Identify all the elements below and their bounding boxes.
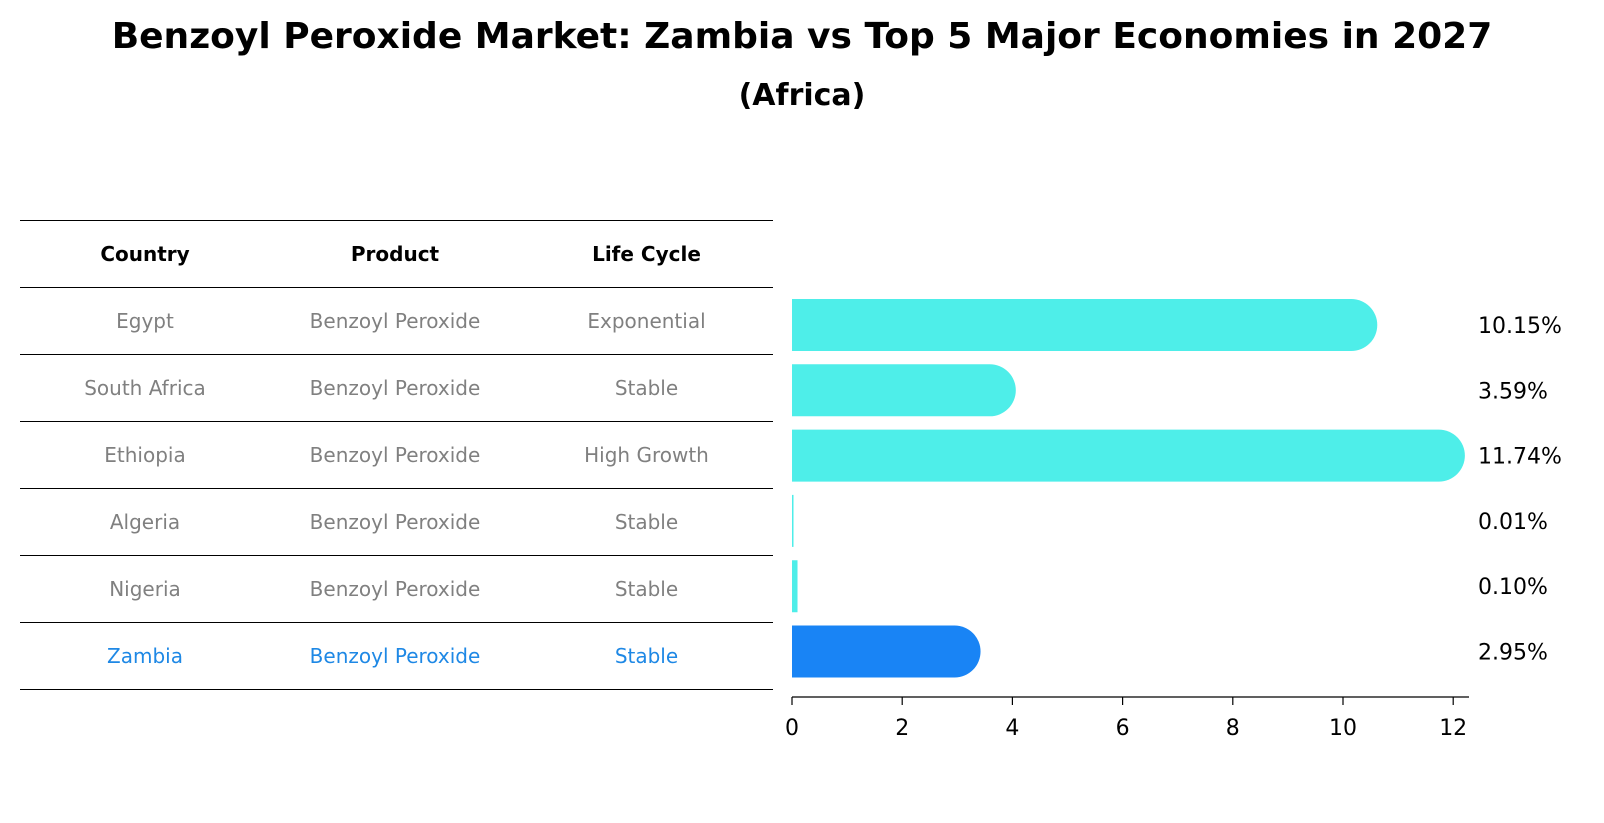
cell-life-cycle: High Growth [584, 443, 709, 467]
cell-country: Zambia [107, 644, 183, 668]
x-tick-label: 8 [1226, 716, 1240, 741]
table-row: Nigeria Benzoyl Peroxide Stable [20, 556, 773, 623]
cell-country: Algeria [109, 510, 181, 534]
table-row: Egypt Benzoyl Peroxide Exponential [20, 288, 773, 355]
x-tick-label: 0 [785, 716, 799, 741]
bar-algeria [792, 494, 794, 547]
value-label: 3.59% [1478, 379, 1548, 404]
x-tick-label: 4 [1005, 716, 1019, 741]
cell-life-cycle: Exponential [587, 309, 706, 333]
bar-ethiopia [792, 429, 1465, 482]
table-row: South Africa Benzoyl Peroxide Stable [20, 355, 773, 422]
x-tick-label: 6 [1116, 716, 1130, 741]
cell-product: Benzoyl Peroxide [309, 443, 481, 467]
cell-country: Nigeria [109, 577, 181, 601]
table-header-row: Country Product Life Cycle [20, 220, 773, 288]
cell-life-cycle: Stable [614, 510, 679, 534]
cell-country: South Africa [84, 376, 206, 400]
country-table: Country Product Life Cycle Egypt Benzoyl… [20, 220, 773, 690]
bar-egypt [792, 299, 1378, 351]
column-header-product: Product [350, 242, 440, 266]
cell-product: Benzoyl Peroxide [309, 644, 481, 668]
column-header-country: Country [100, 242, 190, 266]
cell-product: Benzoyl Peroxide [309, 309, 481, 333]
cell-life-cycle: Stable [614, 577, 679, 601]
cell-product: Benzoyl Peroxide [309, 376, 481, 400]
cell-product: Benzoyl Peroxide [309, 510, 481, 534]
chart-subtitle: (Africa) [738, 78, 866, 113]
cell-product: Benzoyl Peroxide [309, 577, 481, 601]
chart-title: Benzoyl Peroxide Market: Zambia vs Top 5… [111, 16, 1493, 57]
x-tick-label: 12 [1439, 716, 1467, 741]
cell-life-cycle: Stable [614, 376, 679, 400]
value-label: 0.01% [1478, 510, 1548, 535]
cell-life-cycle: Stable [614, 644, 679, 668]
table-row: Ethiopia Benzoyl Peroxide High Growth [20, 422, 773, 489]
bar-south-africa [792, 364, 1016, 417]
value-label: 10.15% [1478, 314, 1562, 339]
value-label: 2.95% [1478, 641, 1548, 666]
x-tick-label: 2 [895, 716, 909, 741]
value-label: 11.74% [1478, 445, 1562, 470]
x-tick-label: 10 [1329, 716, 1357, 741]
value-label: 0.10% [1478, 575, 1548, 600]
cell-country: Egypt [116, 309, 174, 333]
bar-zambia [792, 625, 981, 678]
table-row-highlight: Zambia Benzoyl Peroxide Stable [20, 623, 773, 690]
column-header-life-cycle: Life Cycle [592, 242, 701, 266]
cell-country: Ethiopia [104, 443, 186, 467]
bar-nigeria [792, 560, 798, 613]
table-row: Algeria Benzoyl Peroxide Stable [20, 489, 773, 556]
